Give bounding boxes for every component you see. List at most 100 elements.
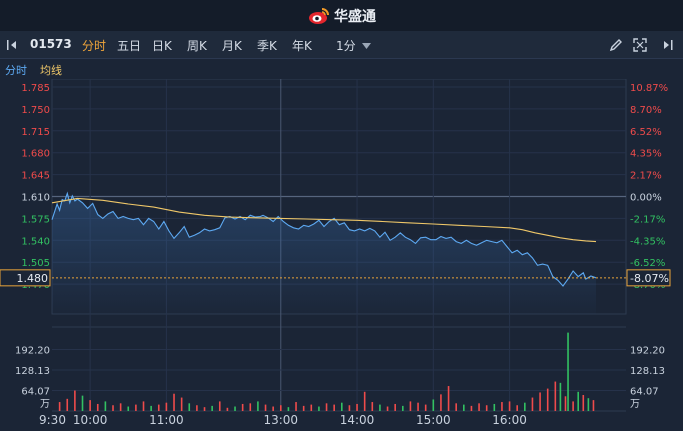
tab-five-day[interactable]: 五日 bbox=[117, 39, 142, 53]
volume-bar bbox=[333, 404, 335, 411]
volume-bar bbox=[81, 395, 84, 411]
volume-bar bbox=[325, 403, 328, 411]
price-tick-label: 1.505 bbox=[21, 258, 50, 269]
volume-bar bbox=[386, 406, 389, 411]
volume-bar bbox=[539, 392, 541, 411]
interval-select[interactable]: 1分 bbox=[336, 39, 356, 53]
volume-bar bbox=[478, 403, 480, 411]
volume-unit-label: 万 bbox=[40, 399, 50, 410]
volume-tick-label-right: 192.20 bbox=[630, 346, 665, 357]
percent-tick-label: 6.52% bbox=[630, 127, 662, 138]
percent-tick-label: -6.52% bbox=[630, 258, 665, 269]
volume-bar bbox=[409, 401, 412, 411]
volume-bar bbox=[582, 395, 585, 411]
time-tick-label: 16:00 bbox=[492, 413, 527, 427]
percent-tick-label: 0.00% bbox=[630, 193, 662, 204]
volume-bar bbox=[546, 388, 549, 411]
percent-tick-label: 10.87% bbox=[630, 83, 668, 94]
weibo-style-eye-logo-icon bbox=[309, 8, 329, 24]
volume-bar bbox=[150, 405, 152, 411]
volume-tick-label-right: 128.13 bbox=[630, 366, 665, 377]
volume-bar bbox=[318, 406, 320, 411]
volume-bar bbox=[440, 394, 442, 411]
intraday-chart[interactable]: 1.785 10.87% 1.750 8.70% 1.715 6.52% 1.680 4.35… bbox=[0, 79, 683, 431]
chart-toolbar: 01573 分时 五日 日K 周K 月K 季K 年K 1分 bbox=[0, 31, 683, 59]
volume-bar bbox=[371, 402, 374, 411]
volume-bar bbox=[470, 405, 473, 411]
volume-bar bbox=[501, 402, 503, 411]
volume-bar bbox=[564, 396, 567, 411]
volume-bar bbox=[508, 401, 511, 411]
volume-bar bbox=[485, 405, 488, 411]
volume-bar bbox=[516, 405, 518, 411]
volume-bar bbox=[188, 403, 191, 411]
time-tick-label: 14:00 bbox=[340, 413, 375, 427]
dropdown-arrow-icon[interactable] bbox=[362, 43, 371, 49]
time-tick-label: 9:30 bbox=[39, 413, 66, 427]
volume-bar bbox=[493, 403, 496, 411]
volume-bar bbox=[264, 404, 267, 411]
volume-bar bbox=[379, 404, 381, 411]
price-tick-label: 1.575 bbox=[21, 214, 50, 225]
price-tick-label: 1.540 bbox=[21, 236, 50, 247]
tab-quarterly-k[interactable]: 季K bbox=[257, 39, 277, 53]
tab-yearly-k[interactable]: 年K bbox=[292, 39, 312, 53]
volume-bar bbox=[58, 402, 61, 411]
volume-bar bbox=[455, 403, 457, 411]
volume-bar bbox=[394, 403, 396, 411]
volume-bar bbox=[356, 403, 358, 411]
legend-average-line: 均线 bbox=[40, 64, 62, 77]
volume-bar bbox=[340, 402, 343, 411]
volume-tick-label-right: 64.07 bbox=[630, 386, 659, 397]
volume-bar bbox=[96, 403, 99, 411]
chart-legend: 分时 均线 bbox=[0, 59, 683, 79]
axis-labels: 1.785 10.87% 1.750 8.70% 1.715 6.52% 1.680 4.35… bbox=[0, 83, 671, 427]
tab-daily-k[interactable]: 日K bbox=[152, 39, 172, 53]
volume-bar bbox=[572, 401, 574, 411]
volume-bar bbox=[74, 390, 76, 411]
top-bar: 华盛通 bbox=[0, 0, 683, 31]
volume-bars bbox=[58, 332, 595, 411]
draw-pencil-icon[interactable] bbox=[609, 38, 623, 52]
volume-bar bbox=[66, 398, 69, 411]
volume-bar bbox=[567, 332, 569, 411]
price-tick-label: 1.750 bbox=[21, 105, 50, 116]
price-tick-label: 1.680 bbox=[21, 149, 50, 160]
tab-monthly-k[interactable]: 月K bbox=[222, 39, 242, 53]
current-change-label: -8.07% bbox=[630, 272, 669, 285]
volume-bar bbox=[135, 404, 137, 411]
price-area bbox=[52, 193, 596, 314]
volume-bar bbox=[89, 400, 91, 411]
volume-unit-label-right: 万 bbox=[630, 399, 640, 410]
volume-bar bbox=[310, 404, 313, 411]
price-tick-label: 1.645 bbox=[21, 171, 50, 182]
volume-bar bbox=[417, 402, 419, 411]
volume-bar bbox=[554, 381, 557, 411]
collapse-panel-icon[interactable] bbox=[6, 39, 20, 51]
fullscreen-icon[interactable] bbox=[633, 38, 647, 52]
volume-bar bbox=[257, 401, 259, 411]
volume-bar bbox=[180, 397, 183, 411]
price-tick-label: 1.610 bbox=[21, 193, 50, 204]
tab-intraday[interactable]: 分时 bbox=[82, 39, 107, 53]
percent-tick-label: -2.17% bbox=[630, 214, 665, 225]
percent-tick-label: 8.70% bbox=[630, 105, 662, 116]
volume-bar bbox=[196, 405, 198, 411]
volume-bar bbox=[295, 402, 297, 411]
volume-bar bbox=[402, 405, 404, 411]
price-tick-label: 1.715 bbox=[21, 127, 50, 138]
expand-panel-icon[interactable] bbox=[660, 39, 674, 51]
price-tick-label: 1.785 bbox=[21, 83, 50, 94]
chart-lines bbox=[51, 191, 626, 287]
volume-bar bbox=[424, 404, 427, 411]
volume-bar bbox=[587, 398, 590, 411]
volume-bar bbox=[559, 382, 562, 411]
volume-bar bbox=[279, 405, 282, 411]
percent-tick-label: -4.35% bbox=[630, 236, 665, 247]
volume-bar bbox=[592, 400, 595, 411]
tab-weekly-k[interactable]: 周K bbox=[187, 39, 207, 53]
average-line bbox=[51, 197, 597, 243]
time-tick-label: 13:00 bbox=[263, 413, 298, 427]
current-price-box bbox=[0, 269, 51, 287]
volume-bar bbox=[226, 407, 229, 411]
